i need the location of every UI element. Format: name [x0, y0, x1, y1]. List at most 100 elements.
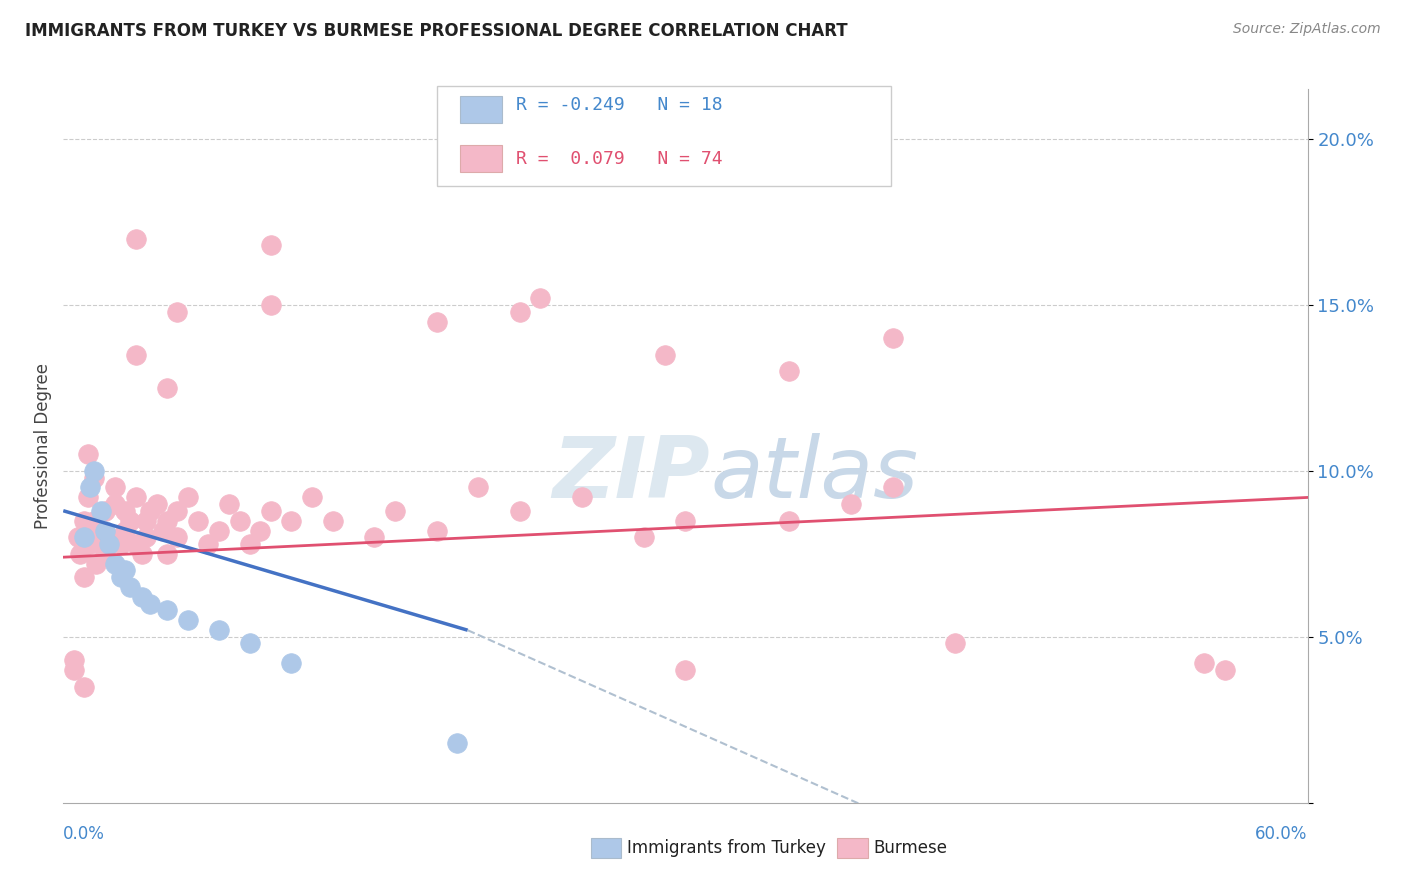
Point: [156, 547, 179, 561]
Point: [131, 547, 153, 561]
Text: R =  0.079   N = 74: R = 0.079 N = 74: [516, 150, 723, 168]
Point: [177, 613, 200, 627]
Point: [62, 663, 84, 677]
Point: [125, 537, 148, 551]
Point: [156, 603, 179, 617]
Point: [93, 524, 117, 538]
Point: [654, 348, 676, 362]
Text: Source: ZipAtlas.com: Source: ZipAtlas.com: [1233, 22, 1381, 37]
Point: [571, 491, 593, 505]
Point: [114, 564, 136, 578]
Point: [675, 514, 697, 528]
Point: [135, 514, 157, 528]
Point: [509, 504, 531, 518]
Point: [93, 504, 117, 518]
Point: [69, 547, 91, 561]
Point: [208, 524, 231, 538]
Text: 60.0%: 60.0%: [1256, 825, 1308, 843]
Text: atlas: atlas: [710, 433, 918, 516]
Point: [114, 524, 136, 538]
Point: [446, 736, 468, 750]
Point: [467, 481, 489, 495]
Point: [125, 231, 148, 245]
Point: [218, 497, 240, 511]
Text: IMMIGRANTS FROM TURKEY VS BURMESE PROFESSIONAL DEGREE CORRELATION CHART: IMMIGRANTS FROM TURKEY VS BURMESE PROFES…: [25, 22, 848, 40]
Point: [187, 514, 209, 528]
Point: [633, 530, 655, 544]
Point: [125, 348, 148, 362]
Point: [79, 481, 101, 495]
Point: [384, 504, 406, 518]
Point: [90, 504, 112, 518]
Point: [166, 504, 188, 518]
Point: [104, 497, 127, 511]
Point: [1213, 663, 1236, 677]
Point: [73, 570, 96, 584]
Point: [79, 537, 101, 551]
Point: [131, 590, 153, 604]
Point: [156, 514, 179, 528]
Point: [73, 514, 96, 528]
Point: [197, 537, 219, 551]
Point: [77, 491, 100, 505]
Point: [152, 524, 174, 538]
Point: [66, 530, 89, 544]
Point: [118, 514, 141, 528]
Point: [73, 530, 96, 544]
Point: [166, 530, 188, 544]
Point: [73, 680, 96, 694]
Point: [97, 530, 120, 544]
Point: [260, 504, 283, 518]
Point: [882, 331, 904, 345]
Point: [239, 537, 262, 551]
Point: [529, 291, 551, 305]
Point: [135, 530, 157, 544]
Point: [139, 504, 162, 518]
Point: [301, 491, 323, 505]
Point: [177, 491, 200, 505]
Point: [943, 636, 966, 650]
Text: ZIP: ZIP: [553, 433, 710, 516]
Point: [363, 530, 385, 544]
Y-axis label: Professional Degree: Professional Degree: [34, 363, 52, 529]
Point: [882, 481, 904, 495]
Point: [280, 657, 302, 671]
Point: [778, 364, 800, 378]
Point: [97, 537, 120, 551]
Point: [260, 238, 283, 252]
Text: R = -0.249   N = 18: R = -0.249 N = 18: [516, 96, 723, 114]
Point: [675, 663, 697, 677]
Point: [426, 314, 449, 328]
Point: [93, 547, 117, 561]
Text: Immigrants from Turkey: Immigrants from Turkey: [627, 839, 825, 857]
Point: [83, 470, 105, 484]
Point: [228, 514, 250, 528]
Point: [62, 653, 84, 667]
Text: Burmese: Burmese: [873, 839, 948, 857]
Point: [125, 491, 148, 505]
Point: [139, 597, 162, 611]
Point: [426, 524, 449, 538]
Point: [1192, 657, 1215, 671]
Point: [86, 557, 108, 571]
Point: [104, 481, 127, 495]
Point: [280, 514, 302, 528]
Point: [841, 497, 863, 511]
Point: [110, 537, 132, 551]
Point: [322, 514, 344, 528]
Point: [118, 580, 141, 594]
Point: [778, 514, 800, 528]
Point: [156, 381, 179, 395]
Point: [114, 504, 136, 518]
Point: [77, 447, 100, 461]
Point: [83, 514, 105, 528]
Point: [208, 624, 231, 638]
Point: [90, 524, 112, 538]
Point: [104, 557, 127, 571]
Point: [249, 524, 271, 538]
Text: 0.0%: 0.0%: [63, 825, 105, 843]
Point: [110, 570, 132, 584]
Point: [260, 298, 283, 312]
Point: [145, 497, 167, 511]
Point: [509, 304, 531, 318]
